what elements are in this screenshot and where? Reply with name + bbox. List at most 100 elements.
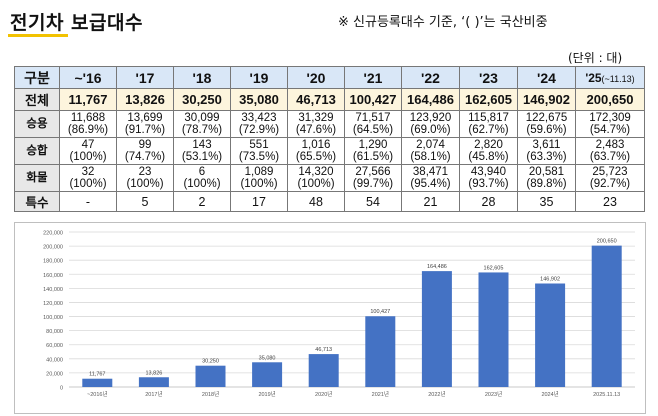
- cell-value: 2,820: [474, 139, 503, 151]
- table-cell: 27,566 (99.7%): [344, 164, 402, 192]
- cell-value: 43,940: [470, 166, 507, 178]
- y-tick-label: 200,000: [43, 245, 63, 251]
- cell-value: 100,427: [349, 92, 397, 107]
- cell-share: (100%): [126, 178, 164, 190]
- cell-share: (63.7%): [589, 151, 631, 163]
- table-cell: 54: [344, 191, 402, 212]
- cell-value: 162,605: [465, 92, 512, 107]
- col-header: '17: [116, 66, 174, 89]
- row-label: 전체: [14, 88, 60, 111]
- table-cell: 71,517 (64.5%): [344, 110, 402, 138]
- cell-value: 23: [138, 166, 152, 178]
- cell-value: 13,699: [127, 112, 163, 124]
- cell-value: 115,817: [468, 112, 509, 124]
- table-cell: 122,675 (59.6%): [517, 110, 576, 138]
- cell-value: 14,320: [298, 166, 334, 178]
- cell-value: 25,723: [592, 166, 628, 178]
- cell-value: -: [85, 194, 91, 209]
- cell-value: 1,089: [244, 166, 274, 178]
- y-tick-label: 40,000: [46, 357, 63, 363]
- bar-value-label: 100,427: [370, 309, 390, 315]
- y-tick-label: 60,000: [46, 343, 63, 349]
- table-cell: 5: [116, 191, 174, 212]
- bar-value-label: 146,902: [540, 277, 560, 283]
- table-row: 전체 11,767 13,826 30,250 35,080 46,713 100,427 1…: [14, 88, 645, 111]
- table-cell: 28: [459, 191, 518, 212]
- bar-value-label: 30,250: [202, 359, 219, 365]
- table-cell: 143 (53.1%): [173, 137, 231, 165]
- table-cell: 146,902: [517, 88, 576, 111]
- cell-value: 11,688: [70, 112, 106, 124]
- cell-share: (54.7%): [589, 124, 631, 136]
- y-tick-label: 20,000: [46, 371, 63, 377]
- bar: [591, 245, 622, 387]
- table-cell: 172,309 (54.7%): [575, 110, 645, 138]
- table-row: 승합 47 (100%) 99 (74.7%) 143 (53.1%) 551 (73.5%) 1…: [14, 137, 645, 165]
- table-cell: 164,486: [401, 88, 460, 111]
- cell-share: (93.7%): [468, 178, 509, 190]
- cell-value: 28: [481, 194, 496, 209]
- cell-value: 17: [252, 194, 266, 209]
- cell-share: (78.7%): [181, 124, 223, 136]
- table-cell: 32 (100%): [59, 164, 117, 192]
- table-cell: 20,581 (89.8%): [517, 164, 576, 192]
- bar: [195, 365, 226, 387]
- cell-value: 172,309: [589, 112, 631, 124]
- cell-share: (64.5%): [352, 124, 394, 136]
- cell-value: 20,581: [528, 166, 565, 178]
- table-cell: -: [59, 191, 117, 212]
- cell-share: (100%): [69, 178, 107, 190]
- bar: [478, 272, 509, 387]
- table-cell: 200,650: [575, 88, 645, 111]
- cell-value: 35: [539, 194, 554, 209]
- x-tick-label: 2025.11.13: [593, 392, 620, 398]
- bar-chart: 0 20,000 40,000 60,000 80,000 100,000 120,000 1…: [43, 231, 635, 398]
- table-row: 특수 - 5 2 17 48 54 21 28 35 23: [14, 191, 645, 212]
- cell-value: 3,611: [532, 139, 561, 151]
- cell-value: 6: [198, 166, 206, 178]
- row-label: 승합: [14, 137, 60, 165]
- table-cell: 551 (73.5%): [230, 137, 288, 165]
- table-cell: 46,713: [287, 88, 345, 111]
- bar-value-label: 11,767: [89, 372, 105, 378]
- col-header: '18: [173, 66, 231, 89]
- bar-value-label: 162,605: [484, 265, 504, 271]
- cell-share: (100%): [183, 178, 221, 190]
- bar-value-label: 13,826: [145, 370, 162, 376]
- cell-share: (61.5%): [352, 151, 394, 163]
- bar: [365, 316, 396, 387]
- table-cell: 30,099 (78.7%): [173, 110, 231, 138]
- cell-share: (100%): [297, 178, 335, 190]
- table-row: 승용 11,688 (86.9%) 13,699 (91.7%) 30,099 (78.7%…: [14, 110, 645, 138]
- cell-share: (73.5%): [238, 151, 280, 163]
- bar: [308, 354, 339, 387]
- cell-share: (47.6%): [295, 124, 337, 136]
- y-tick-label: 140,000: [43, 287, 63, 293]
- unit-label: (단위 : 대): [568, 51, 623, 65]
- y-tick-label: 160,000: [43, 273, 63, 279]
- cell-value: 2,483: [595, 139, 625, 151]
- x-tick-label: ~2016년: [87, 390, 108, 398]
- table-cell: 33,423 (72.9%): [230, 110, 288, 138]
- table-cell: 43,940 (93.7%): [459, 164, 518, 192]
- x-tick-label: 2018년: [202, 390, 219, 398]
- col-header: '20: [287, 66, 345, 89]
- cell-value: 46,713: [296, 92, 336, 107]
- row-label: 화물: [14, 164, 60, 192]
- cell-value: 54: [366, 194, 380, 209]
- bar-value-label: 200,650: [597, 239, 617, 245]
- cell-value: 2: [198, 194, 206, 209]
- bar-chart-panel: 0 20,000 40,000 60,000 80,000 100,000 120,000 1…: [14, 222, 646, 414]
- cell-value: 47: [81, 139, 95, 151]
- table-cell: 30,250: [173, 88, 231, 111]
- table-cell: 35: [517, 191, 576, 212]
- bar-value-label: 46,713: [315, 347, 332, 353]
- table-cell: 23: [575, 191, 645, 212]
- table-cell: 2,820 (45.8%): [459, 137, 518, 165]
- x-tick-label: 2019년: [258, 390, 275, 398]
- row-label: 특수: [14, 191, 60, 212]
- col-header: ~'16: [59, 66, 117, 89]
- table-cell: 1,089 (100%): [230, 164, 288, 192]
- x-tick-label: 2023년: [485, 390, 502, 398]
- table-cell: 47 (100%): [59, 137, 117, 165]
